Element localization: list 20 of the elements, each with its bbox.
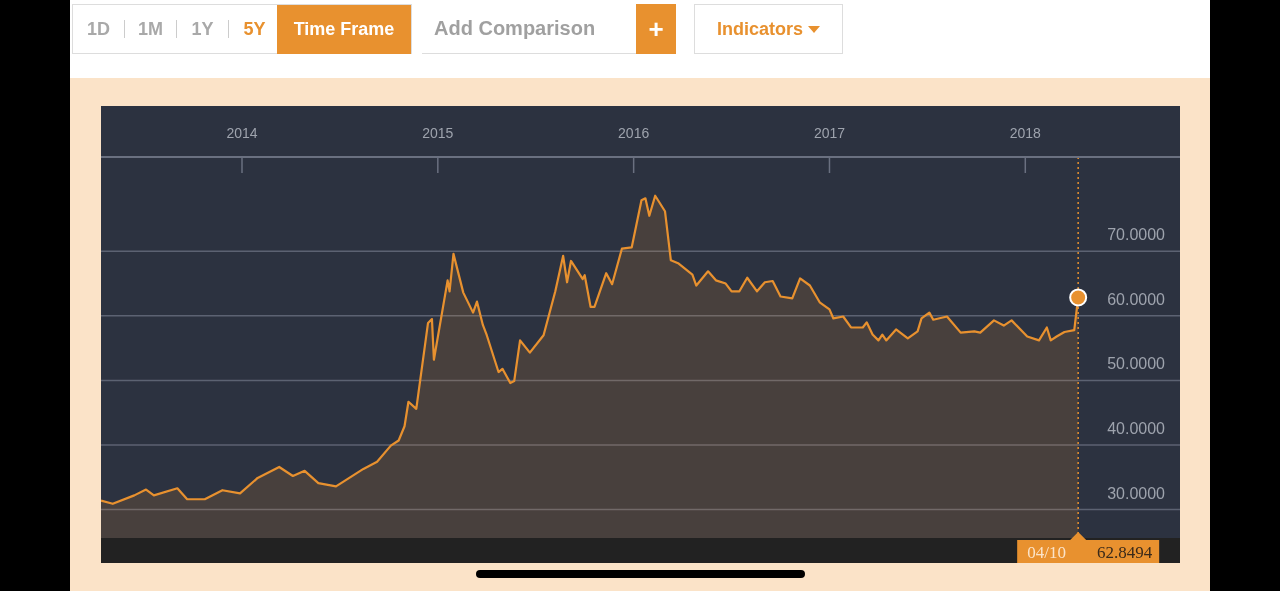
text: 04/10 [1027, 543, 1066, 562]
text: 62.8494 [1096, 543, 1153, 562]
text: 1M [137, 18, 164, 40]
x-tick-label: 2017 [813, 125, 846, 141]
x-tick-label: 2016 [618, 125, 650, 141]
text: 5Y [242, 18, 267, 40]
x-tick-label: 2018 [1009, 125, 1042, 141]
text: + [636, 4, 676, 54]
text: Indicators [716, 18, 804, 40]
text: 1Y [190, 18, 215, 40]
y-tick-label: 70.0000 [1107, 226, 1166, 244]
x-tick-label: 2015 [422, 125, 454, 141]
x-tick-label: 2014 [226, 125, 258, 141]
text: 1D [86, 18, 111, 40]
y-tick-label: 50.0000 [1107, 355, 1166, 373]
y-tick-label: 60.0000 [1107, 290, 1166, 308]
y-tick-label: 30.0000 [1107, 484, 1166, 502]
y-tick-label: 40.0000 [1107, 420, 1166, 438]
text: Time Frame [277, 5, 411, 54]
text: Add Comparison [422, 4, 636, 54]
